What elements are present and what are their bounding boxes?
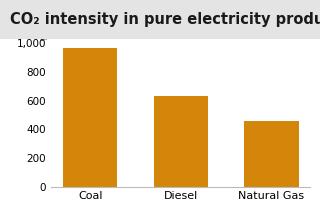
Text: CO₂ intensity in pure electricity production: CO₂ intensity in pure electricity produc…: [10, 12, 320, 27]
Bar: [154, 96, 208, 187]
Bar: [244, 122, 299, 187]
Text: CO₂ g/kWh: CO₂ g/kWh: [18, 31, 70, 41]
Bar: [63, 48, 117, 187]
